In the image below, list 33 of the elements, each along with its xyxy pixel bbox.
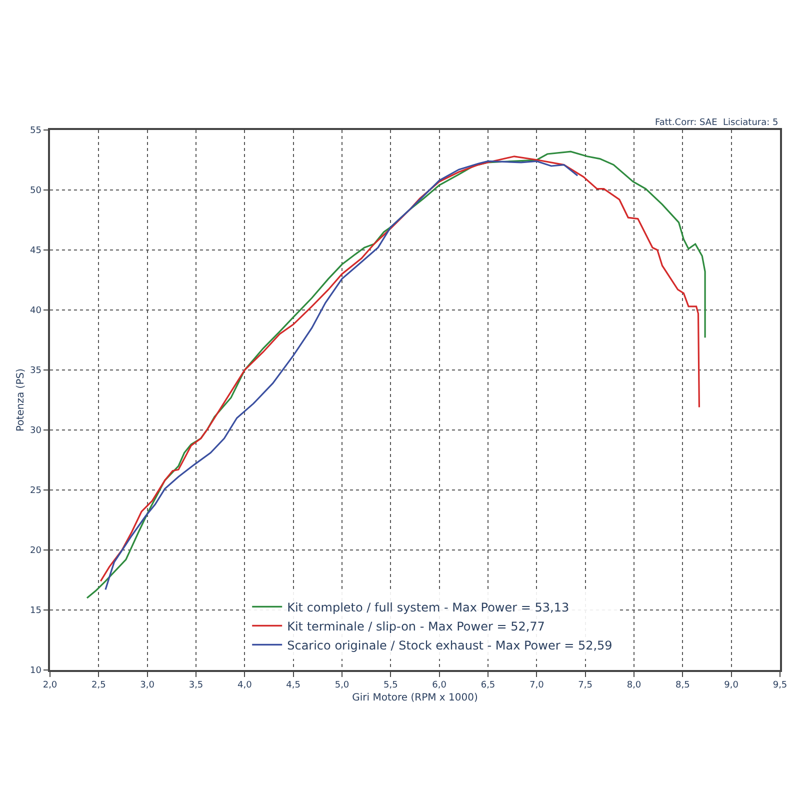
y-axis-title: Potenza (PS) xyxy=(15,368,26,432)
y-tick-label: 35 xyxy=(30,366,42,376)
y-tick-label: 10 xyxy=(30,666,42,676)
x-tick-label: 3,0 xyxy=(140,680,155,691)
x-tick-label: 9,0 xyxy=(724,680,739,691)
x-tick-label: 3,5 xyxy=(188,680,204,691)
x-tick-label: 8,0 xyxy=(626,680,642,691)
x-tick-label: 9,5 xyxy=(772,680,788,691)
x-tick-label: 6,0 xyxy=(432,680,447,691)
x-tick-label: 2,0 xyxy=(42,680,58,691)
legend-label: Kit terminale / slip-on - Max Power = 52,77 xyxy=(287,619,545,634)
y-tick-label: 15 xyxy=(30,606,42,616)
x-tick-label: 6,5 xyxy=(480,680,496,691)
y-tick-label: 40 xyxy=(30,306,42,316)
x-tick-label: 2,5 xyxy=(92,680,106,691)
y-tick-label: 30 xyxy=(30,426,42,436)
x-tick-label: 7,5 xyxy=(578,680,592,691)
x-tick-label: 4,5 xyxy=(286,680,300,691)
y-tick-label: 20 xyxy=(30,546,42,556)
x-tick-label: 4,0 xyxy=(238,680,252,691)
y-tick-label: 50 xyxy=(30,186,42,196)
y-tick-label: 25 xyxy=(30,486,42,496)
legend-label: Kit completo / full system - Max Power = 53,13 xyxy=(287,600,570,614)
y-tick-label: 55 xyxy=(30,126,42,136)
line-series xyxy=(104,160,578,590)
x-tick-label: 8,5 xyxy=(676,680,690,691)
y-tick-label: 45 xyxy=(30,246,42,256)
legend-label: Scarico originale / Stock exhaust - Max Power = 52,59 xyxy=(287,638,612,652)
x-tick-label: 5,5 xyxy=(384,680,398,691)
x-tick-label: 5,0 xyxy=(334,680,350,691)
text: Fatt.Corr: SAE Lisciatura: 5 xyxy=(655,118,778,128)
x-tick-label: 7,0 xyxy=(530,680,544,691)
x-axis-title: Giri Motore (RPM x 1000) xyxy=(352,692,478,704)
